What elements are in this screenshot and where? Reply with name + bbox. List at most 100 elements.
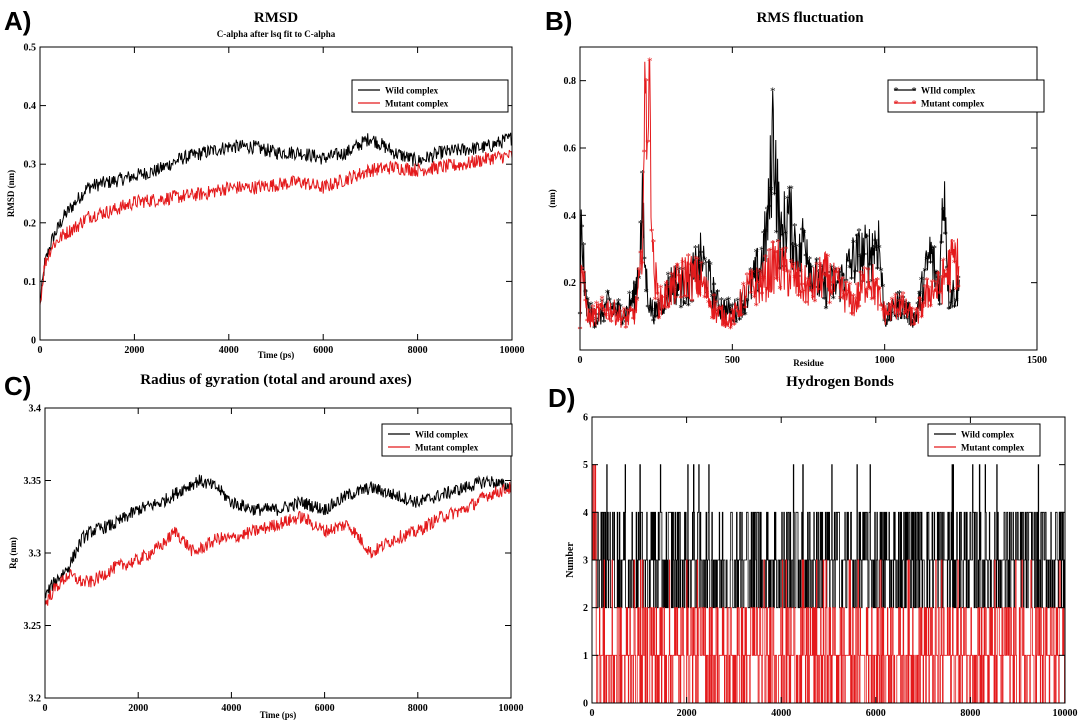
series-marker-B-1: * [810,293,816,305]
series-marker-B-0: * [607,295,613,307]
series-marker-B-1: * [702,292,708,304]
series-marker-B-0: * [801,227,807,239]
series-marker-B-0: * [875,264,881,276]
series-marker-B-1: * [730,305,736,317]
chart-title-C: Radius of gyration (total and around axe… [140,372,411,388]
legend-D [927,423,1041,457]
series-marker-B-0: * [931,243,937,255]
series-marker-B-0: * [928,258,934,270]
series-marker-B-1: * [779,245,785,257]
series-marker-B-0: * [772,189,778,201]
series-marker-B-1: * [665,303,671,315]
series-marker-B-1: * [880,305,886,317]
series-marker-B-1: * [832,268,838,280]
series-marker-B-1: * [796,291,802,303]
series-marker-B-1: * [682,291,688,303]
series-marker-B-1: * [838,293,844,305]
series-marker-B-1: * [753,300,759,312]
x-tick-label-A: 0 [38,345,43,356]
series-marker-B-1: * [913,306,919,318]
plot-frame-B [579,46,1038,351]
series-marker-B-1: * [634,296,640,308]
series-marker-B-1: * [886,310,892,322]
series-marker-B-0: * [675,291,681,303]
series-marker-B-1: * [906,307,912,319]
series-marker-B-1: * [869,294,875,306]
legend-C [381,423,513,457]
y-tick-label-A: 0.1 [24,277,37,288]
series-marker-B-1: * [579,264,585,276]
series-marker-B-1: * [724,320,730,332]
x-tick-label-B: 1000 [875,355,895,366]
series-marker-B-0: * [862,250,868,262]
series-marker-B-1: * [656,313,662,325]
series-marker-B-0: * [702,255,708,267]
series-marker-B-0: * [853,267,859,279]
series-marker-B-0: * [792,221,798,233]
series-marker-B-1: * [708,302,714,314]
y-tick-label-A: 0 [31,336,36,347]
panel-label-D: D) [548,383,575,413]
series-marker-B-0: * [876,242,882,254]
series-marker-B-1: * [930,277,936,289]
series-marker-B-0: * [581,240,587,252]
series-marker-B-1: * [614,312,620,324]
series-marker-B-1: * [623,323,629,335]
y-tick-label-A: 0.2 [24,218,37,229]
series-marker-B-0: * [711,280,717,292]
series-line-C-1 [44,481,512,606]
series-marker-B-0: * [715,287,721,299]
x-tick-label-C: 10000 [499,703,524,714]
series-marker-B-0: * [946,304,952,316]
series-marker-B-1: * [733,303,739,315]
series-marker-B-1: * [647,55,653,67]
series-marker-B-1: * [632,306,638,318]
series-marker-B-1: * [711,291,717,303]
series-marker-B-1: * [834,268,840,280]
series-marker-B-0: * [686,301,692,313]
series-marker-B-0: * [753,246,759,258]
legend-label-B-0: WIld complex [921,86,976,96]
series-marker-B-1: * [735,307,741,319]
series-marker-B-1: * [942,272,948,284]
series-marker-B-0: * [585,295,591,307]
y-axis-label-B: (nm) [547,189,557,208]
series-marker-B-1: * [742,303,748,315]
series-marker-B-1: * [636,265,642,277]
legend-A [351,79,509,113]
series-marker-B-1: * [847,279,853,291]
series-marker-B-0: * [653,313,659,325]
series-marker-B-1: * [687,260,693,272]
series-marker-B-1: * [803,298,809,310]
series-marker-B-0: * [913,309,919,321]
series-marker-B-0: * [728,302,734,314]
series-marker-B-0: * [630,298,636,310]
series-marker-B-1: * [638,248,644,260]
y-tick-label-B: 0.6 [564,144,577,155]
chart-title-A: RMSD [254,10,298,26]
series-marker-B-1: * [766,246,772,258]
legend-marker-B-1: * [911,98,917,110]
series-marker-B-0: * [845,257,851,269]
x-tick-label-D: 0 [590,708,595,719]
y-tick-label-D: 2 [583,603,588,614]
series-marker-B-1: * [794,267,800,279]
series-marker-B-1: * [678,293,684,305]
y-tick-label-D: 4 [583,508,588,519]
series-marker-B-1: * [616,316,622,328]
series-marker-B-0: * [662,305,668,317]
series-marker-B-0: * [838,293,844,305]
series-marker-B-1: * [946,280,952,292]
series-marker-B-1: * [875,275,881,287]
series-marker-B-0: * [761,228,767,240]
series-marker-B-1: * [777,284,783,296]
series-marker-B-1: * [840,274,846,286]
series-marker-B-0: * [586,300,592,312]
series-marker-B-0: * [816,267,822,279]
y-tick-label-A: 0.5 [24,43,37,54]
series-marker-B-0: * [849,274,855,286]
y-tick-label-A: 0.3 [24,160,37,171]
x-tick-label-C: 6000 [315,703,335,714]
series-marker-B-0: * [823,303,829,315]
x-tick-label-C: 2000 [128,703,148,714]
